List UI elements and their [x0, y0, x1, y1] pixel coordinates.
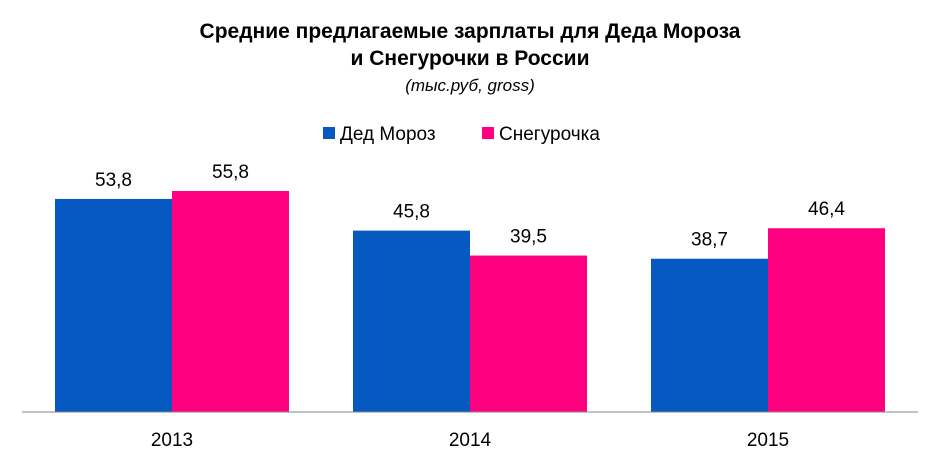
bar-ded-moroz-2014: [353, 230, 470, 412]
x-tick-label-2015: 2015: [747, 430, 789, 451]
plot-area: 53,8 55,8 2013 45,8 39,5 2014 38,7 46,4 2015: [55, 162, 885, 451]
x-tick-label-2013: 2013: [151, 430, 193, 451]
data-label-snegurochka-2015: 46,4: [808, 199, 845, 220]
legend: Дед Мороз Снегурочка: [323, 124, 600, 145]
data-label-ded-moroz-2013: 53,8: [95, 170, 132, 191]
legend-label-ded-moroz: Дед Мороз: [340, 124, 436, 145]
bar-snegurochka-2015: [768, 228, 885, 412]
chart-title-line-1: Средние предлагаемые зарплаты для Деда М…: [200, 20, 741, 43]
chart-subtitle: (тыс.руб, gross): [405, 76, 535, 95]
data-label-snegurochka-2014: 39,5: [510, 227, 547, 248]
x-tick-label-2014: 2014: [449, 430, 492, 451]
data-label-ded-moroz-2015: 38,7: [691, 230, 728, 251]
data-label-snegurochka-2013: 55,8: [212, 162, 249, 183]
bar-snegurochka-2014: [470, 255, 587, 412]
legend-label-snegurochka: Снегурочка: [499, 124, 600, 145]
chart-title-line-2: и Снегурочки в России: [351, 47, 590, 70]
data-label-ded-moroz-2014: 45,8: [393, 202, 430, 223]
bar-ded-moroz-2015: [651, 258, 768, 412]
legend-swatch-snegurochka: [482, 127, 494, 139]
legend-swatch-ded-moroz: [323, 127, 335, 139]
bar-ded-moroz-2013: [55, 198, 172, 412]
bar-snegurochka-2013: [172, 191, 289, 412]
